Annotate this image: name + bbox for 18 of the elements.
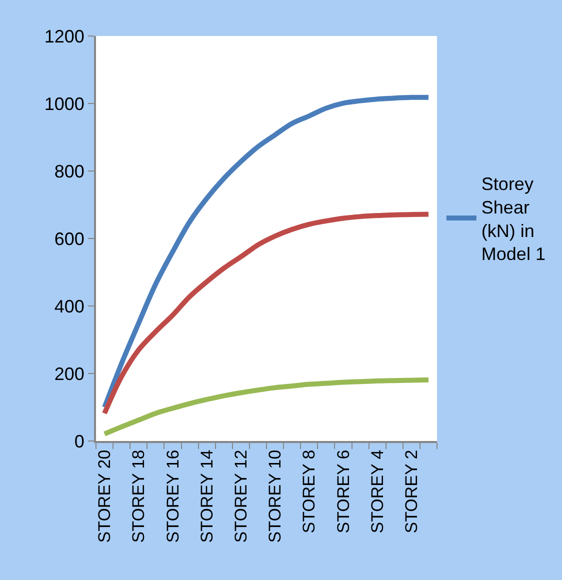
y-tick-label: 1200 [44, 26, 84, 46]
x-tick-label: STOREY 18 [129, 450, 148, 543]
y-tick-label: 0 [74, 431, 84, 452]
y-tick-label: 400 [54, 296, 84, 316]
x-tick-label: STOREY 8 [300, 450, 319, 534]
x-tick-label: STOREY 12 [231, 450, 250, 543]
x-tick-label: STOREY 10 [266, 450, 285, 543]
y-tick-label: 1000 [44, 94, 84, 114]
y-tick-label: 600 [54, 228, 84, 249]
legend-label: Storey Shear (kN) in Model 1 [481, 174, 546, 264]
y-tick-label: 800 [54, 161, 84, 182]
x-tick-label: STOREY 6 [334, 450, 353, 534]
x-tick-label: STOREY 14 [197, 450, 216, 543]
x-tick-label: STOREY 4 [368, 450, 387, 534]
y-tick-label: 200 [54, 364, 84, 384]
x-tick-label: STOREY 20 [95, 450, 114, 543]
x-tick-label: STOREY 16 [163, 450, 182, 543]
x-tick-label: STOREY 2 [402, 450, 421, 534]
